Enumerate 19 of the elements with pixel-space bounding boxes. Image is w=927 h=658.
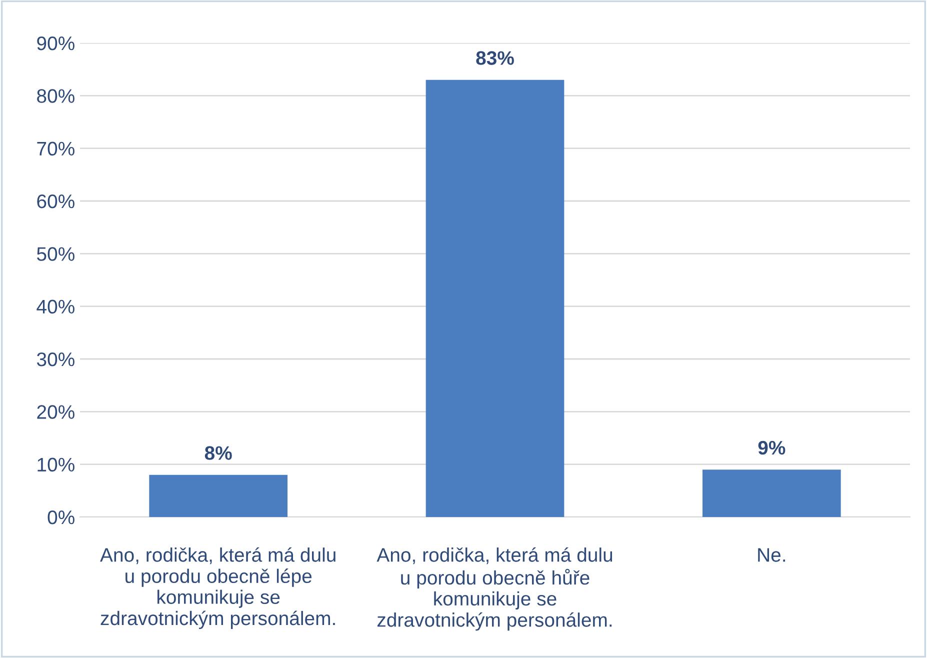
y-tick-label: 20% <box>37 405 74 419</box>
data-label: 8% <box>204 446 232 460</box>
y-tick-label: 60% <box>37 194 74 208</box>
y-tick-label: 40% <box>36 300 74 314</box>
y-tick-label: 30% <box>36 352 74 366</box>
y-tick-label: 70% <box>37 142 74 156</box>
bar <box>702 470 841 517</box>
bar <box>426 80 564 517</box>
y-tick-label: 80% <box>37 89 74 103</box>
y-tick-label: 90% <box>37 36 74 50</box>
y-tick-label: 50% <box>37 247 74 261</box>
y-tick-label: 0% <box>48 510 74 524</box>
y-tick-label: 10% <box>38 458 74 472</box>
x-tick-label: Ne. <box>758 548 786 562</box>
data-label: 83% <box>476 51 514 65</box>
x-tick-label: Ano, rodička, která má dulu u porodu obecně lépe komunikuje se zdravotnickým personálem. <box>100 547 336 630</box>
x-tick-label: Ano, rodička, která má dulu u porodu obecně hůře komunikuje se zdravotnickým personálem. <box>376 547 612 631</box>
data-label: 9% <box>758 440 786 455</box>
bar <box>149 474 288 517</box>
